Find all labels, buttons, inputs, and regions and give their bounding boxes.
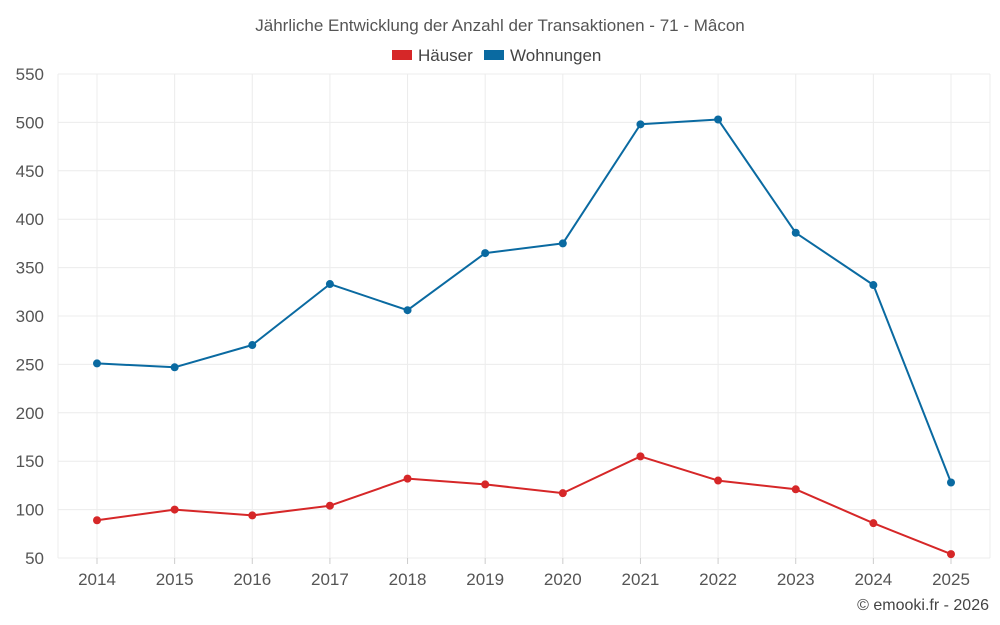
data-point-hauser[interactable] (714, 476, 723, 485)
data-point-hauser[interactable] (558, 489, 567, 498)
data-point-wohnungen[interactable] (248, 341, 257, 350)
data-point-wohnungen[interactable] (714, 115, 723, 124)
x-tick-label: 2015 (156, 570, 194, 589)
data-point-wohnungen[interactable] (481, 249, 490, 258)
y-tick-label: 200 (16, 404, 44, 423)
legend-swatch-wohnungen (484, 50, 504, 60)
y-tick-label: 150 (16, 452, 44, 471)
x-tick-label: 2019 (466, 570, 504, 589)
series-line-hauser (96, 455, 952, 556)
legend: Häuser Wohnungen (392, 46, 601, 65)
credit: © emooki.fr - 2026 (857, 597, 989, 614)
y-tick-label: 50 (25, 549, 44, 568)
x-tick-label: 2024 (854, 570, 892, 589)
legend-label-wohnungen: Wohnungen (510, 46, 601, 65)
x-tick-label: 2023 (777, 570, 815, 589)
data-point-wohnungen[interactable] (170, 363, 179, 372)
x-axis: 2014 2015 2016 2017 2018 2019 2020 2021 2022 2023… (78, 558, 970, 589)
grid (57, 73, 991, 559)
data-point-wohnungen[interactable] (93, 359, 101, 368)
y-tick-label: 100 (16, 501, 44, 520)
data-point-hauser[interactable] (869, 519, 878, 528)
series (93, 115, 955, 559)
data-point-wohnungen[interactable] (636, 120, 645, 129)
series-line-wohnungen (96, 118, 952, 483)
y-tick-label: 300 (16, 307, 44, 326)
data-point-hauser[interactable] (325, 501, 334, 510)
data-point-hauser[interactable] (248, 511, 257, 520)
x-tick-label: 2018 (389, 570, 427, 589)
y-tick-label: 450 (16, 162, 44, 181)
x-tick-label: 2025 (932, 570, 970, 589)
data-point-wohnungen[interactable] (325, 280, 334, 289)
x-tick-label: 2022 (699, 570, 737, 589)
data-point-hauser[interactable] (403, 474, 412, 483)
data-point-wohnungen[interactable] (791, 228, 800, 237)
chart-title: Jährliche Entwicklung der Anzahl der Tra… (255, 16, 744, 35)
data-point-hauser[interactable] (93, 516, 101, 525)
data-point-wohnungen[interactable] (947, 478, 955, 487)
x-tick-label: 2017 (311, 570, 349, 589)
data-point-hauser[interactable] (947, 550, 955, 559)
data-point-hauser[interactable] (636, 452, 645, 461)
data-point-hauser[interactable] (791, 485, 800, 494)
y-tick-label: 500 (16, 113, 44, 132)
y-tick-label: 550 (16, 65, 44, 84)
data-point-wohnungen[interactable] (558, 239, 567, 248)
x-tick-label: 2016 (233, 570, 271, 589)
legend-label-hauser: Häuser (418, 46, 473, 65)
legend-swatch-hauser (392, 50, 412, 60)
y-axis: 50 100 150 200 250 300 350 400 450 500 550 (16, 65, 44, 568)
y-tick-label: 350 (16, 259, 44, 278)
x-tick-label: 2021 (622, 570, 660, 589)
data-point-wohnungen[interactable] (403, 306, 412, 315)
x-tick-label: 2020 (544, 570, 582, 589)
data-point-hauser[interactable] (170, 505, 179, 514)
y-tick-label: 400 (16, 210, 44, 229)
data-point-wohnungen[interactable] (869, 281, 878, 290)
y-tick-label: 250 (16, 355, 44, 374)
data-point-hauser[interactable] (481, 480, 490, 489)
x-tick-label: 2014 (78, 570, 116, 589)
